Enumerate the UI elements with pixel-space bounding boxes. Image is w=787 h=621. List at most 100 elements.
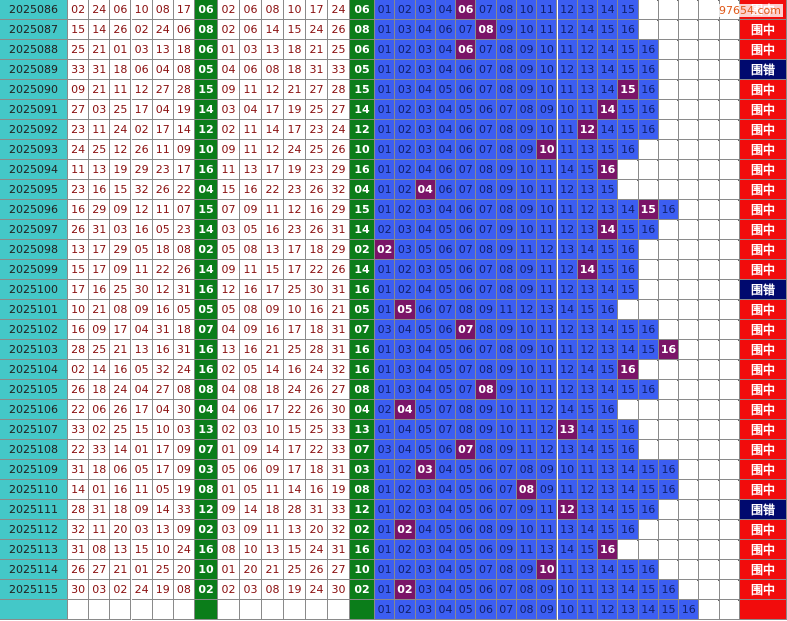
- seq-number: 03: [415, 120, 436, 140]
- number: 27: [306, 80, 328, 100]
- number: 31: [306, 60, 328, 80]
- seq-number: 08: [476, 160, 497, 180]
- seq-number: 15: [618, 220, 639, 240]
- number: [110, 600, 132, 620]
- seq-number: 14: [577, 20, 599, 40]
- number: 11: [262, 480, 284, 500]
- number: 17: [173, 160, 195, 180]
- seq-number: 14: [618, 480, 639, 500]
- seq-number: 16: [638, 80, 659, 100]
- seq-number: 08: [496, 560, 517, 580]
- number: 04: [218, 320, 240, 340]
- seq-number: 08: [496, 0, 517, 20]
- number: 10: [131, 0, 153, 20]
- seq-number: 01: [375, 120, 396, 140]
- result: 围中: [740, 180, 787, 200]
- number: 30: [328, 400, 350, 420]
- number: 16: [110, 360, 132, 380]
- seq-number: 14: [598, 500, 619, 520]
- group-number: [195, 600, 218, 620]
- seq-number: 03: [415, 140, 436, 160]
- result: 围中: [740, 40, 787, 60]
- issue: 2025103: [0, 340, 68, 360]
- seq-number: 07: [476, 120, 497, 140]
- number: 03: [240, 580, 262, 600]
- seq-number: 05: [456, 460, 477, 480]
- number: 31: [68, 460, 90, 480]
- result: 围中: [740, 380, 787, 400]
- blank-cell: [638, 540, 659, 560]
- seq-number: 11: [537, 160, 558, 180]
- blank-cell: [699, 360, 720, 380]
- number: 03: [218, 100, 240, 120]
- seq-number: 16: [638, 380, 659, 400]
- seq-number: 15: [618, 280, 639, 300]
- blank-cell: [699, 540, 720, 560]
- number: 28: [173, 80, 195, 100]
- blank-cell: [699, 180, 720, 200]
- seq-number: 03: [395, 360, 416, 380]
- seq-number: 13: [577, 80, 599, 100]
- number: 02: [218, 420, 240, 440]
- seq-number: 01: [375, 20, 396, 40]
- number: 06: [110, 0, 132, 20]
- number: 24: [110, 380, 132, 400]
- number: 13: [152, 520, 174, 540]
- blank-cell: [638, 260, 659, 280]
- blank-cell: [679, 340, 700, 360]
- blank-cell: [679, 440, 700, 460]
- seq-number: 01: [375, 380, 396, 400]
- seq-number: 13: [598, 460, 619, 480]
- seq-number: 08: [476, 440, 497, 460]
- seq-number: 11: [557, 120, 578, 140]
- group-number: 12: [350, 120, 375, 140]
- number: 03: [218, 220, 240, 240]
- number: 09: [110, 260, 132, 280]
- seq-number: 01: [375, 360, 396, 380]
- seq-number: 13: [598, 580, 619, 600]
- seq-number: 03: [395, 380, 416, 400]
- hit-number: 07: [456, 320, 477, 340]
- seq-number: 01: [375, 420, 396, 440]
- seq-number: 04: [435, 600, 457, 620]
- number: 15: [110, 180, 132, 200]
- number: 03: [173, 420, 195, 440]
- number: 17: [284, 240, 306, 260]
- number: 11: [240, 80, 262, 100]
- seq-number: 03: [375, 440, 396, 460]
- number: 23: [152, 160, 174, 180]
- group-number: 14: [350, 100, 375, 120]
- blank-cell: [679, 580, 700, 600]
- blank-cell: [618, 400, 639, 420]
- number: 18: [110, 60, 132, 80]
- seq-number: 13: [577, 60, 599, 80]
- blank-cell: [719, 180, 740, 200]
- number: 21: [262, 340, 284, 360]
- seq-number: 07: [476, 280, 497, 300]
- seq-number: 12: [516, 300, 538, 320]
- seq-number: 08: [516, 600, 538, 620]
- blank-cell: [719, 580, 740, 600]
- number: 05: [152, 480, 174, 500]
- seq-number: 16: [618, 420, 639, 440]
- number: 22: [152, 260, 174, 280]
- seq-number: 02: [395, 280, 416, 300]
- number: [218, 600, 240, 620]
- result: 围中: [740, 80, 787, 100]
- group-number: 14: [195, 220, 218, 240]
- number: 07: [173, 200, 195, 220]
- seq-number: 13: [577, 0, 599, 20]
- group-number: 12: [195, 500, 218, 520]
- seq-number: 14: [557, 400, 578, 420]
- seq-number: 11: [537, 380, 558, 400]
- seq-number: 03: [415, 560, 436, 580]
- seq-number: 04: [415, 80, 436, 100]
- seq-number: 15: [618, 120, 639, 140]
- number: 04: [152, 400, 174, 420]
- group-number: 06: [195, 0, 218, 20]
- number: 06: [240, 400, 262, 420]
- seq-number: 09: [516, 340, 538, 360]
- number: 08: [240, 300, 262, 320]
- number: 11: [152, 140, 174, 160]
- hit-number: 15: [638, 200, 659, 220]
